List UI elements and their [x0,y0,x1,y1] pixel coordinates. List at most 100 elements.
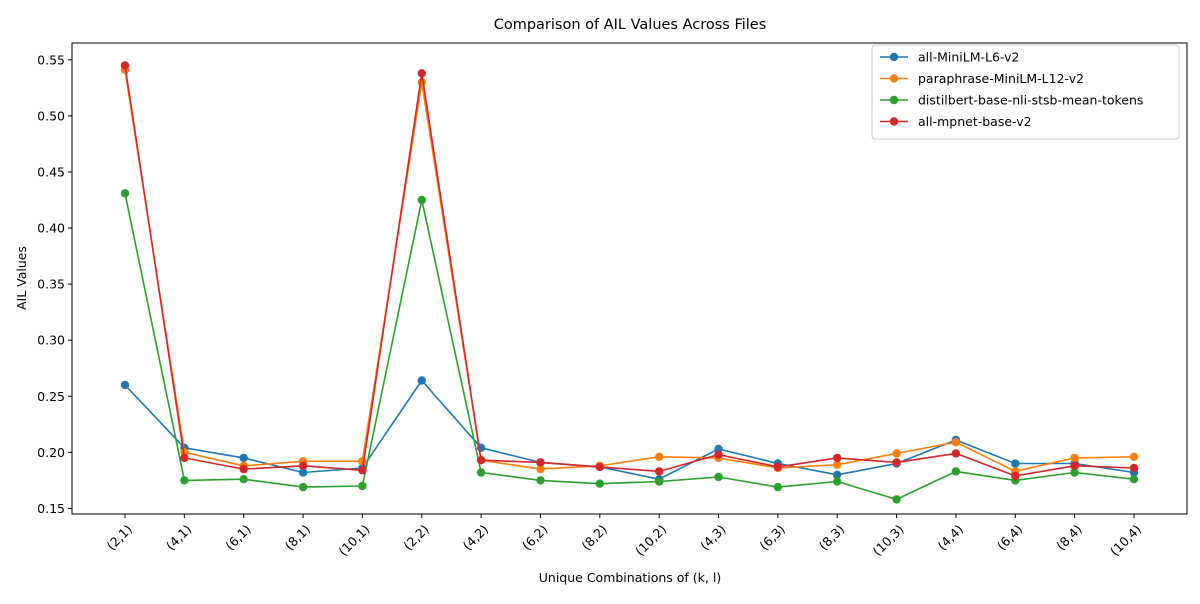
data-point [951,449,961,458]
data-point [476,456,486,465]
data-point [773,482,783,492]
y-tick-label: 0.55 [37,52,65,67]
legend-marker [889,95,899,105]
data-point [476,468,486,477]
data-point [298,468,308,477]
data-point [1129,463,1139,473]
legend-label: all-mpnet-base-v2 [918,114,1032,129]
data-point [1070,461,1079,470]
data-point [1011,459,1020,468]
x-tick-label: (8,2) [578,522,610,554]
data-point [833,477,842,486]
data-point [536,458,545,467]
legend-entry: paraphrase-MiniLM-L12-v2 [880,71,1084,86]
x-tick-label: (6,3) [756,522,788,554]
data-point [120,61,130,70]
data-point [1070,468,1079,477]
data-point [358,466,367,475]
data-point [714,450,723,459]
legend: all-MiniLM-L6-v2 paraphrase-MiniLM-L12-v2… [871,44,1180,140]
data-point [239,453,248,463]
data-point [833,470,842,479]
y-tick-label: 0.45 [37,164,65,179]
x-tick-label: (6,4) [994,522,1026,554]
x-tick-label: (10,2) [632,522,669,559]
data-point [951,467,961,476]
series-2 [120,189,1139,504]
data-point [417,69,426,78]
x-tick-label: (10,4) [1107,522,1144,559]
data-point [298,461,308,470]
data-point [892,495,901,504]
x-tick-label: (2,1) [104,522,136,554]
y-tick-label: 0.40 [37,221,65,236]
data-point [655,452,664,461]
series-line [124,193,1135,501]
legend-box [871,44,1180,140]
data-point [239,475,248,484]
data-point [773,462,783,472]
x-axis-label: Unique Combinations of (k, l) [539,570,721,585]
data-point [1129,452,1139,461]
x-tick-label: (4,3) [697,522,729,554]
data-point [1070,453,1079,463]
x-tick-label: (8,1) [282,522,314,554]
data-point [239,464,248,474]
data-point [120,189,130,198]
legend-marker [889,52,899,62]
chart-title: Comparison of AIL Values Across Files [494,17,767,33]
data-point [892,449,901,458]
data-point [417,78,426,87]
data-point [120,380,130,390]
y-tick-label: 0.15 [37,501,65,516]
x-tick-label: (4,2) [460,522,492,554]
data-point [1129,475,1139,484]
data-point [595,462,604,472]
legend-marker [889,117,899,126]
legend-label: all-MiniLM-L6-v2 [918,50,1019,65]
y-tick-label: 0.50 [37,108,65,123]
series-line [124,379,1135,481]
x-tick-label: (4,4) [934,522,966,554]
x-tick-label: (6,2) [519,522,551,554]
data-point [1011,471,1020,481]
x-tick-label: (10,3) [870,522,907,559]
plot-area [120,61,1139,504]
series-line [124,69,1135,473]
data-point [714,472,723,482]
data-point [417,376,426,385]
data-point [833,453,842,463]
y-tick-label: 0.25 [37,389,65,404]
legend-entry: all-MiniLM-L6-v2 [880,50,1019,65]
data-point [536,476,545,485]
x-tick-label: (10,1) [335,522,372,559]
data-point [358,481,367,491]
y-axis-label: AIL Values [14,246,29,310]
legend-label: distilbert-base-nli-stsb-mean-tokens [918,93,1143,108]
y-tick-label: 0.35 [37,277,65,292]
plot-frame [71,42,1188,515]
x-tick-label: (8,4) [1053,522,1085,554]
data-point [595,479,604,488]
series-line [124,65,1135,477]
data-point [358,457,367,466]
x-tick-label: (8,3) [816,522,848,554]
legend-label: paraphrase-MiniLM-L12-v2 [918,71,1084,86]
data-point [892,458,901,467]
y-tick-label: 0.30 [37,333,65,348]
legend-entry: distilbert-base-nli-stsb-mean-tokens [880,93,1143,108]
data-point [655,467,664,476]
data-point [180,453,189,463]
x-tick-label: (2,2) [400,522,432,554]
x-tick-label: (6,1) [222,522,254,554]
legend-entry: all-mpnet-base-v2 [880,114,1032,129]
legend-marker [889,74,899,83]
data-point [951,438,961,447]
series-3 [120,61,1139,481]
data-point [655,477,664,486]
data-point [833,460,842,469]
data-point [417,195,426,205]
x-tick-label: (4,1) [163,522,195,554]
y-tick-label: 0.20 [37,445,65,460]
